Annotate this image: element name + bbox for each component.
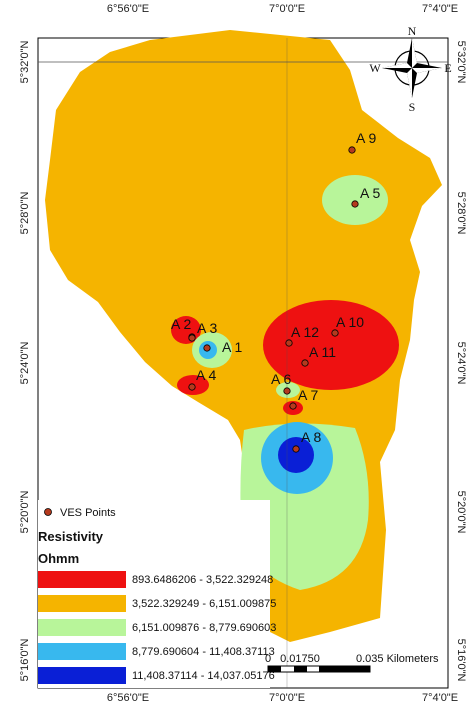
scale-bar-seg — [268, 666, 281, 672]
latitude-labels: 5°32'0"N 5°32'0"N 5°28'0"N 5°28'0"N 5°24'0"N… — [19, 41, 467, 682]
ves-point-label: A 2 — [171, 316, 191, 332]
ves-point — [289, 402, 297, 410]
legend-class-label: 6,151.009876 - 8,779.690603 — [132, 622, 276, 634]
latitude-label: 5°16'0"N — [455, 639, 467, 682]
compass-n: N — [408, 24, 417, 38]
ves-points: A 1 A 2 A 3 A 4 A 5 A 6 A 7 A 8 A 9 A 10A 11 A 12 — [171, 130, 380, 453]
ves-point-label: A 8 — [301, 429, 321, 445]
ves-point-label: A 9 — [356, 130, 376, 146]
ves-point — [188, 383, 196, 391]
ves-point — [301, 359, 309, 367]
scale-bar-seg — [319, 666, 370, 672]
longitude-label: 7°0'0"E — [269, 692, 305, 704]
ves-point-label: A 1 — [222, 339, 242, 355]
ves-point — [285, 339, 293, 347]
ves-point-label: A 3 — [197, 320, 217, 336]
ves-point-label: A 11 — [309, 344, 336, 360]
compass-w: W — [369, 61, 381, 75]
compass-star — [382, 38, 442, 98]
legend-swatch — [38, 619, 126, 636]
compass-s: S — [409, 100, 416, 114]
scale-bar-seg — [294, 666, 307, 672]
longitude-label: 6°56'0"E — [107, 3, 149, 15]
ves-point — [351, 200, 359, 208]
compass-star-light — [382, 38, 442, 98]
ves-point — [348, 146, 356, 154]
zone-green — [322, 175, 388, 225]
legend-class-label: 3,522.329249 - 6,151.009875 — [132, 598, 276, 610]
legend-swatch — [38, 571, 126, 588]
longitude-label: 7°0'0"E — [269, 3, 305, 15]
latitude-label: 5°28'0"N — [455, 192, 467, 235]
legend-point — [44, 508, 52, 516]
ves-point — [188, 334, 196, 342]
legend-unit: Ohmm — [38, 551, 79, 566]
latitude-label: 5°24'0"N — [455, 342, 467, 385]
scale-start: 0 — [265, 653, 271, 665]
compass-e: E — [444, 61, 451, 75]
ves-point — [331, 329, 339, 337]
longitude-label: 7°4'0"E — [422, 692, 458, 704]
ves-point-label: A 7 — [298, 387, 318, 403]
legend-classes: 893.6486206 - 3,522.329248 3,522.329249 -… — [38, 571, 276, 684]
scale-middle: 0.01750 — [280, 653, 320, 665]
longitude-label: 6°56'0"E — [107, 692, 149, 704]
ves-point-label: A 6 — [271, 371, 291, 387]
ves-point-label: A 4 — [196, 367, 216, 383]
ves-point — [292, 445, 300, 453]
compass: N S E W — [369, 24, 451, 114]
latitude-label: 5°16'0"N — [19, 639, 31, 682]
latitude-label: 5°20'0"N — [19, 491, 31, 534]
legend-swatch — [38, 595, 126, 612]
ves-point — [283, 387, 291, 395]
ves-point-label: A 5 — [360, 185, 380, 201]
legend-points-label: VES Points — [60, 507, 116, 519]
ves-point-label: A 12 — [291, 324, 319, 340]
scale-bar: 0 0.01750 0.035 Kilometers — [265, 653, 439, 673]
latitude-label: 5°20'0"N — [455, 491, 467, 534]
zone-red — [263, 300, 399, 390]
legend-class-label: 8,779.690604 - 11,408.37113 — [132, 646, 275, 658]
ves-point — [203, 344, 211, 352]
latitude-label: 5°32'0"N — [455, 41, 467, 84]
longitude-label: 7°4'0"E — [422, 3, 458, 15]
latitude-label: 5°28'0"N — [19, 192, 31, 235]
legend-class-label: 11,408.37114 - 14,037.05176 — [132, 670, 275, 682]
legend-swatch — [38, 667, 126, 684]
latitude-label: 5°32'0"N — [19, 41, 31, 84]
legend-class-label: 893.6486206 - 3,522.329248 — [132, 574, 273, 586]
ves-point-label: A 10 — [336, 314, 364, 330]
latitude-label: 5°24'0"N — [19, 342, 31, 385]
legend-swatch — [38, 643, 126, 660]
legend-title: Resistivity — [38, 529, 104, 544]
scale-end: 0.035 Kilometers — [356, 653, 439, 665]
